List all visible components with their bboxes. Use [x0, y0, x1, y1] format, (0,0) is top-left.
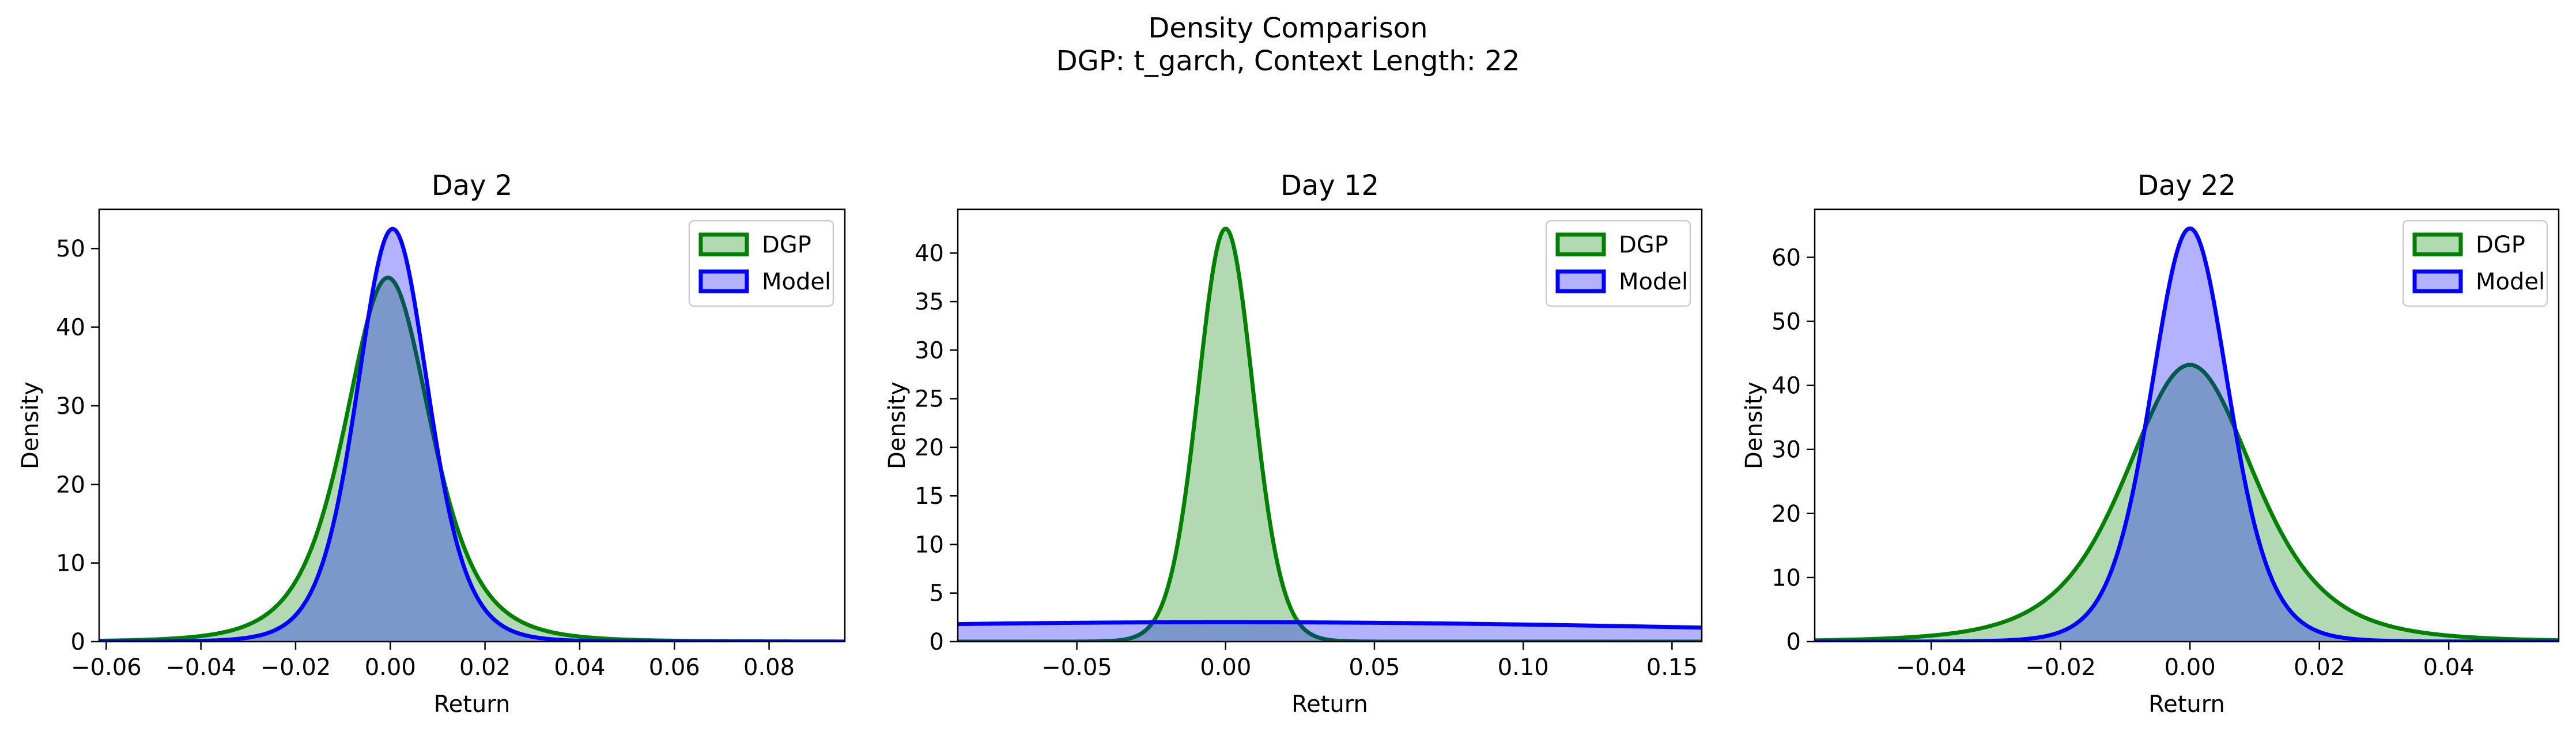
y-tick-label: 0	[930, 629, 944, 655]
y-tick-label: 60	[1772, 244, 1801, 271]
legend: DGP Model	[688, 220, 834, 307]
legend-swatch-dgp	[698, 232, 749, 257]
figure-title: Density Comparison	[1148, 12, 1427, 44]
subplot-3: −0.04 −0.02 0.00 0.02 0.04 0 10 20 30 40 50 60 Day 2…	[1741, 169, 2560, 718]
x-tick-label: −0.04	[1896, 654, 1967, 681]
density-fill-dgp	[1815, 365, 2559, 642]
y-tick-label: 20	[1772, 501, 1801, 527]
y-tick-label: 10	[915, 532, 944, 558]
legend-swatch-dgp	[1555, 232, 1606, 257]
x-tick-label: −0.05	[1041, 654, 1112, 681]
legend: DGP Model	[2402, 220, 2548, 307]
x-tick-label: 0.02	[2294, 654, 2345, 681]
axes-frame	[1814, 208, 2560, 643]
density-fill-model	[958, 622, 1702, 642]
x-tick-label: 0.04	[554, 654, 605, 681]
density-line-model	[958, 620, 1702, 630]
y-tick-label: 30	[1772, 437, 1801, 463]
x-tick-label: 0.00	[2165, 654, 2216, 681]
subplot-title: Day 2	[432, 169, 513, 202]
y-axis-label: Density	[1741, 382, 1767, 469]
y-axis-label: Density	[17, 382, 44, 469]
y-tick-label: 20	[915, 435, 944, 461]
subplot-2: −0.05 0.00 0.05 0.10 0.15 0 5 10 15 20 25 30 35 40 Day…	[884, 169, 1703, 718]
figure-subtitle: DGP: t_garch, Context Length: 22	[1056, 45, 1520, 77]
x-tick-label: 0.00	[365, 654, 416, 681]
y-tick-label: 0	[71, 629, 85, 655]
y-tick-label: 40	[1772, 373, 1801, 399]
legend-swatch-dgp	[2412, 232, 2463, 257]
y-tick-label: 30	[915, 337, 944, 364]
x-tick-label: 0.15	[1646, 654, 1698, 681]
subplot-title: Day 12	[1281, 169, 1379, 202]
y-tick-label: 35	[915, 289, 944, 315]
x-tick-label: −0.06	[71, 654, 142, 681]
y-tick-label: 20	[56, 472, 85, 498]
y-tick-label: 15	[915, 483, 944, 510]
legend-label-dgp: DGP	[1619, 232, 1668, 258]
y-tick-label: 10	[1772, 565, 1801, 591]
y-tick-label: 30	[56, 393, 85, 420]
legend: DGP Model	[1545, 220, 1691, 307]
axes-frame	[98, 208, 846, 643]
x-axis-label: Return	[434, 691, 511, 718]
x-tick-label: 0.00	[1200, 654, 1251, 681]
x-tick-label: 0.02	[459, 654, 511, 681]
y-tick-label: 5	[930, 581, 944, 607]
y-tick-label: 25	[915, 386, 944, 413]
subplot-1: −0.06 −0.04 −0.02 0.00 0.02 0.04 0.06 0.08 0 10 20…	[17, 169, 846, 718]
legend-label-model: Model	[1619, 269, 1688, 295]
y-tick-label: 50	[56, 236, 85, 262]
y-tick-label: 40	[56, 315, 85, 341]
x-axis-label: Return	[2148, 691, 2225, 718]
y-axis-label: Density	[884, 382, 911, 469]
legend-swatch-model	[1555, 269, 1606, 293]
legend-label-dgp: DGP	[2476, 232, 2525, 258]
x-tick-label: −0.04	[165, 654, 236, 681]
y-tick-label: 0	[1786, 629, 1801, 655]
legend-swatch-model	[2412, 269, 2463, 293]
y-tick-label: 40	[915, 240, 944, 267]
y-tick-label: 10	[56, 551, 85, 577]
density-line-dgp	[1815, 363, 2559, 642]
x-axis-label: Return	[1291, 691, 1368, 718]
x-tick-label: −0.02	[260, 654, 331, 681]
subplot-panels: −0.06 −0.04 −0.02 0.00 0.02 0.04 0.06 0.08 0 10 20…	[17, 169, 2560, 718]
legend-swatch-model	[698, 269, 749, 293]
x-tick-label: 0.06	[649, 654, 700, 681]
legend-label-dgp: DGP	[762, 232, 811, 258]
x-tick-label: 0.04	[2423, 654, 2475, 681]
subplot-title: Day 22	[2137, 169, 2236, 202]
legend-label-model: Model	[762, 269, 831, 295]
y-tick-label: 50	[1772, 308, 1801, 335]
x-tick-label: −0.02	[2025, 654, 2096, 681]
x-tick-label: 0.08	[743, 654, 795, 681]
x-tick-label: 0.10	[1498, 654, 1549, 681]
x-tick-label: 0.05	[1349, 654, 1400, 681]
density-fill-model	[1815, 228, 2559, 642]
legend-label-model: Model	[2476, 269, 2545, 295]
axes-frame	[957, 208, 1703, 643]
